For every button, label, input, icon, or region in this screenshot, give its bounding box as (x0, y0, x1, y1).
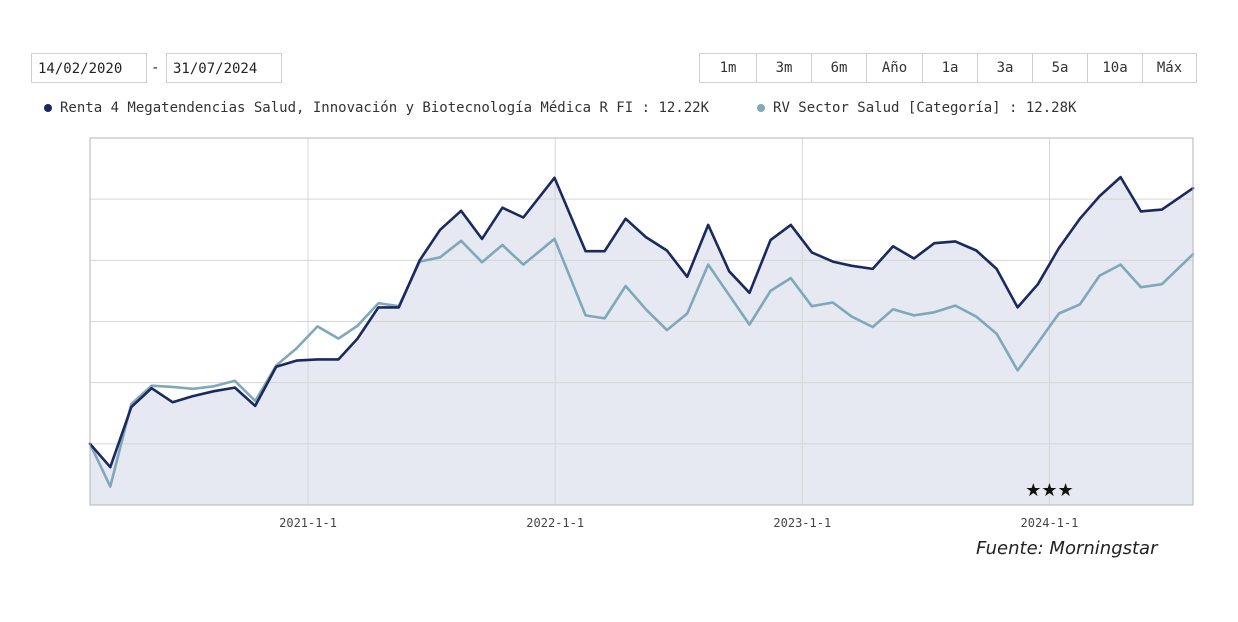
range-button-max[interactable]: Máx (1142, 54, 1196, 82)
legend-label-fund: Renta 4 Megatendencias Salud, Innovación… (60, 100, 710, 116)
range-button-3m[interactable]: 3m (756, 54, 811, 82)
area-fill-fund (90, 177, 1193, 505)
range-button-3a[interactable]: 3a (977, 54, 1032, 82)
source-credit: Fuente: Morningstar (976, 538, 1158, 559)
range-selector: 1m 3m 6m Año 1a 3a 5a 10a Máx (699, 53, 1197, 83)
range-button-1a[interactable]: 1a (922, 54, 977, 82)
legend-label-category: RV Sector Salud [Categoría] : 12.28K (773, 100, 1077, 116)
x-tick-label: 2021-1-1 (279, 516, 337, 530)
x-tick-label: 2024-1-1 (1021, 516, 1079, 530)
x-tick-label: 2023-1-1 (773, 516, 831, 530)
legend-dot-category-icon (757, 104, 766, 112)
date-to-input[interactable]: 31/07/2024 (166, 53, 282, 83)
range-button-10a[interactable]: 10a (1087, 54, 1142, 82)
rating-stars-icon: ★★★ (1025, 480, 1073, 501)
x-tick-label: 2022-1-1 (526, 516, 584, 530)
series-line-fund (88, 175, 1195, 469)
date-from-input[interactable]: 14/02/2020 (31, 53, 147, 83)
range-button-1m[interactable]: 1m (700, 54, 756, 82)
range-button-5a[interactable]: 5a (1032, 54, 1087, 82)
chart-legend: Renta 4 Megatendencias Salud, Innovación… (44, 100, 1124, 116)
legend-dot-fund-icon (44, 104, 52, 112)
range-button-ytd[interactable]: Año (866, 54, 922, 82)
date-separator: - (151, 60, 160, 76)
plot-border (89, 137, 1194, 506)
legend-item-fund[interactable]: Renta 4 Megatendencias Salud, Innovación… (44, 100, 709, 116)
range-button-6m[interactable]: 6m (811, 54, 866, 82)
legend-item-category[interactable]: RV Sector Salud [Categoría] : 12.28K (757, 100, 1076, 116)
